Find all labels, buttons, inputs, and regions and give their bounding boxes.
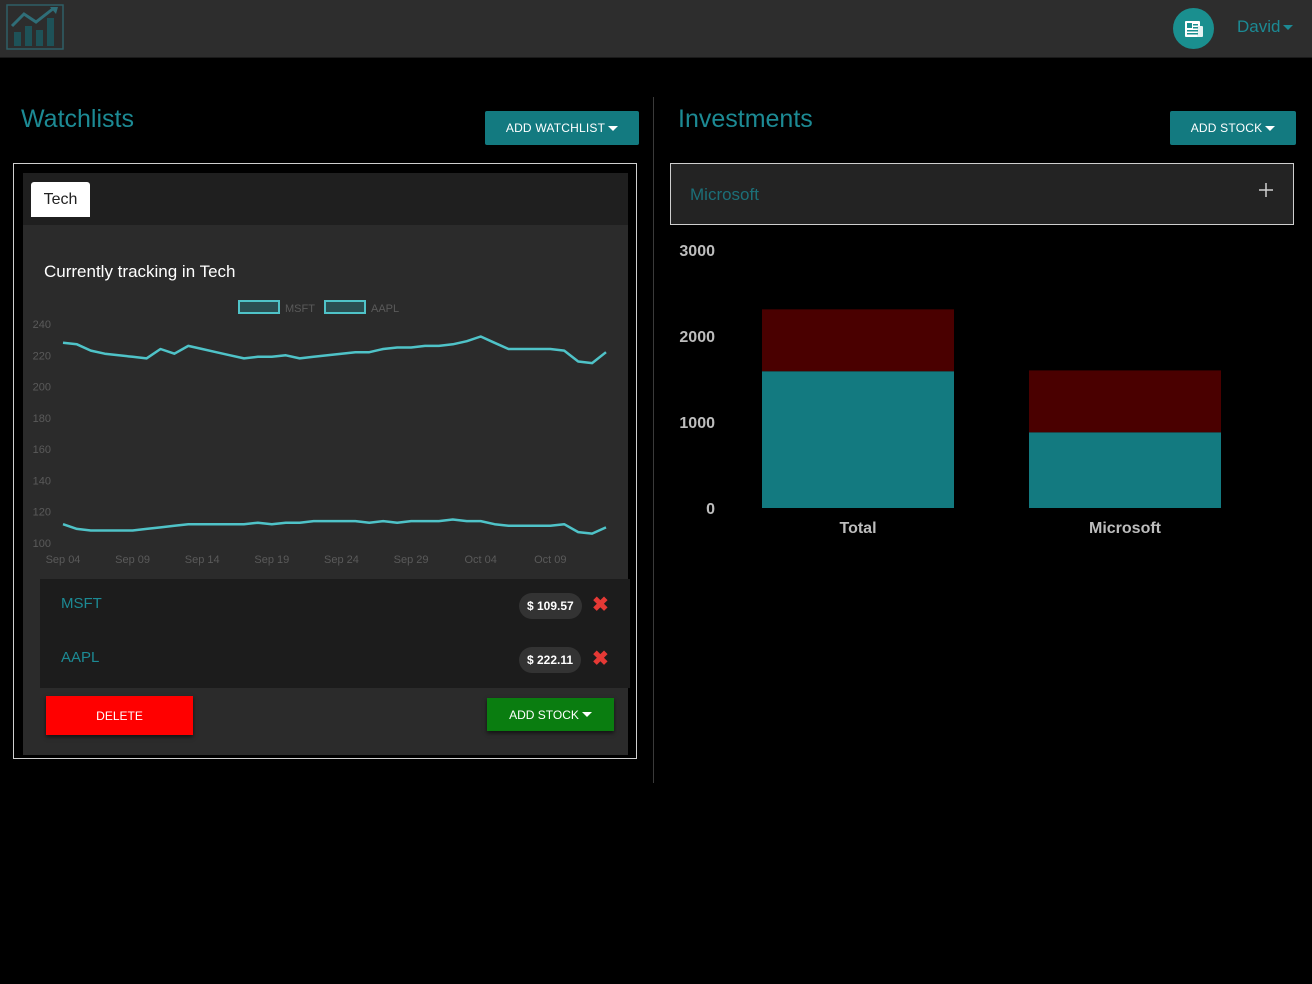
investment-name: Microsoft xyxy=(690,185,759,204)
add-investment-label: ADD STOCK xyxy=(1190,121,1263,135)
investments-bar-chart: 0 1000 2000 3000 Total Microsoft xyxy=(679,243,1221,537)
navbar: David xyxy=(0,0,1312,58)
add-investment-button[interactable]: ADD STOCK xyxy=(1170,111,1296,145)
bar-segment xyxy=(762,309,954,372)
x-tick-label: Microsoft xyxy=(1089,520,1162,537)
price-badge: $ 109.57 xyxy=(519,593,582,619)
remove-stock-icon[interactable]: ✖ xyxy=(592,648,609,670)
x-tick-label: Total xyxy=(839,520,876,537)
legend-label: AAPL xyxy=(371,303,399,315)
investment-item-microsoft[interactable]: Microsoft xyxy=(670,163,1294,225)
x-tick-label: Sep 19 xyxy=(254,554,289,566)
x-tick-label: Sep 04 xyxy=(46,554,81,566)
y-tick-label: 2000 xyxy=(679,329,715,346)
y-tick-label: 1000 xyxy=(679,415,715,432)
y-tick-label: 140 xyxy=(33,475,51,487)
x-tick-label: Sep 09 xyxy=(115,554,150,566)
bar-segment xyxy=(1029,432,1221,508)
stock-row: AAPL $ 222.11 ✖ xyxy=(40,633,630,687)
stock-row: MSFT $ 109.57 ✖ xyxy=(40,579,630,633)
y-tick-label: 240 xyxy=(33,319,51,331)
chevron-down-icon xyxy=(1265,125,1276,131)
legend-swatch xyxy=(324,300,366,314)
watchlist-panel: Tech Currently tracking in Tech MSFT AAPL… xyxy=(13,163,637,759)
bar-segment xyxy=(762,371,954,508)
y-tick-label: 0 xyxy=(706,501,715,518)
newspaper-icon[interactable] xyxy=(1173,8,1214,49)
y-tick-label: 120 xyxy=(33,507,51,519)
user-name: David xyxy=(1237,17,1281,36)
column-divider xyxy=(653,97,654,783)
remove-stock-icon[interactable]: ✖ xyxy=(592,594,609,616)
add-stock-label: ADD STOCK xyxy=(509,707,579,722)
stock-symbol[interactable]: AAPL xyxy=(61,649,100,666)
x-tick-label: Oct 04 xyxy=(464,554,496,566)
legend-swatch xyxy=(238,300,280,314)
watchlists-title: Watchlists xyxy=(21,105,134,133)
watchlist-card: Tech Currently tracking in Tech MSFT AAPL… xyxy=(23,173,630,755)
series-line-msft xyxy=(62,518,607,535)
x-tick-label: Oct 09 xyxy=(534,554,566,566)
tab-tech[interactable]: Tech xyxy=(31,182,90,217)
stock-symbol[interactable]: MSFT xyxy=(61,595,102,612)
chevron-down-icon xyxy=(581,712,592,717)
x-tick-label: Sep 24 xyxy=(324,554,359,566)
y-tick-label: 180 xyxy=(33,413,51,425)
delete-watchlist-button[interactable]: DELETE xyxy=(46,696,193,735)
tracking-title: Currently tracking in Tech xyxy=(44,262,236,281)
stock-list: MSFT $ 109.57 ✖ AAPL $ 222.11 ✖ xyxy=(40,579,630,688)
chevron-down-icon xyxy=(1283,25,1294,31)
y-tick-label: 100 xyxy=(33,538,51,550)
investments-title: Investments xyxy=(678,105,813,133)
y-tick-label: 200 xyxy=(33,382,51,394)
y-tick-label: 220 xyxy=(33,350,51,362)
plus-icon[interactable] xyxy=(1259,183,1273,197)
y-tick-label: 160 xyxy=(33,444,51,456)
add-watchlist-label: ADD WATCHLIST xyxy=(505,121,606,135)
legend-label: MSFT xyxy=(285,303,315,315)
add-stock-to-watchlist-button[interactable]: ADD STOCK xyxy=(487,698,614,731)
price-badge: $ 222.11 xyxy=(519,647,582,673)
x-tick-label: Sep 29 xyxy=(394,554,429,566)
series-line-aapl xyxy=(62,335,607,365)
watchlist-line-chart: MSFT AAPL 100 120 140 160 180 200 220 240 Sep 04 Se… xyxy=(33,300,607,566)
chart-logo-icon[interactable] xyxy=(6,4,64,50)
chevron-down-icon xyxy=(608,125,619,131)
user-menu[interactable]: David xyxy=(1237,17,1294,37)
x-tick-label: Sep 14 xyxy=(185,554,220,566)
bar-segment xyxy=(1029,370,1221,433)
watchlist-tabs: Tech xyxy=(23,173,628,225)
add-watchlist-button[interactable]: ADD WATCHLIST xyxy=(485,111,639,145)
y-tick-label: 3000 xyxy=(679,243,715,260)
